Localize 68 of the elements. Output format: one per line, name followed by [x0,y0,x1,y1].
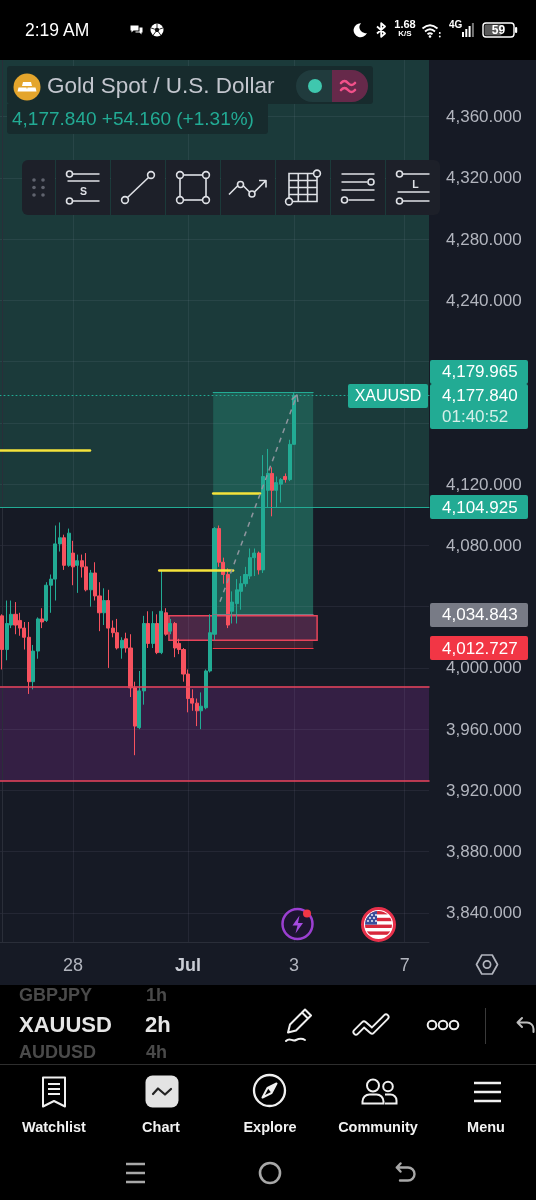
candlestick [164,607,168,637]
candlestick [13,601,18,635]
annotation: S [79,185,88,197]
annotation: XAUUSD [348,383,428,408]
candlestick [146,610,150,649]
text: 4,034.843 [442,604,519,626]
candlestick [155,613,159,655]
ref-line-label: 4,177.840 [442,385,519,407]
y-tick-label: 3,840.000 [446,903,522,923]
text: 01:40:52 [442,406,510,428]
text: 4G [449,19,463,30]
text: Watchlist [21,1118,87,1136]
candlestick [283,472,287,484]
text: 2:19 AM [25,20,90,40]
x-tick-label: Jul [174,955,201,975]
candlestick [5,600,9,661]
candlestick [62,534,66,571]
annotation: L [412,178,420,190]
candlestick [89,569,93,608]
candlestick [75,554,79,594]
candlestick [0,613,4,670]
text: Community [337,1118,419,1136]
x-tick-label: 28 [62,955,83,975]
candlestick [71,540,75,586]
horizontal-rules-icon: S [56,160,110,215]
x-tick-label: 7 [399,955,410,975]
text: Gold Spot / U.S. Dollar [47,73,275,99]
battery-icon: 59 [482,22,518,38]
candlestick [120,636,124,660]
text: XAUUSD [19,1012,112,1037]
text: K/S [397,29,413,38]
candlestick [257,551,261,575]
y-tick-label: 4,280.000 [446,229,522,249]
candlestick [270,466,274,517]
y-tick-label: 4,360.000 [446,107,522,127]
text: 4,012.727 [442,637,519,659]
text: 1h [146,985,168,1005]
y-tick-label: 4,000.000 [446,658,522,678]
candlestick [115,618,119,651]
text: AUDUSD [19,1042,97,1062]
candlestick [252,547,256,577]
y-tick-label: 4,120.000 [446,474,522,494]
candlestick [168,618,172,635]
text: 4,177.840 +54.160 (+1.31%) [12,108,254,130]
candlestick [151,610,155,649]
x-tick-label: 3 [289,955,300,975]
y-tick-label: 4,320.000 [446,168,522,188]
text: Chart [141,1118,181,1136]
candlestick [159,569,163,655]
candlestick [40,607,44,629]
text: Explore [242,1118,298,1136]
candlestick [67,528,71,568]
y-tick-label: 3,880.000 [446,842,522,862]
text: 4h [146,1042,168,1062]
text: 2h [145,1012,171,1037]
candlestick [84,552,88,592]
text: Menu [466,1118,506,1136]
candlestick [173,621,177,658]
text: GBPJPY [19,985,93,1005]
y-tick-label: 4,240.000 [446,290,522,310]
y-tick-label: 3,960.000 [446,719,522,739]
y-tick-label: 4,080.000 [446,535,522,555]
text: 1.68 [393,18,417,30]
candlestick [102,587,106,626]
ref-line-label: 4,104.925 [442,496,519,518]
y-tick-label: 3,920.000 [446,780,522,800]
horizontal-rules-icon: L [386,160,440,215]
text: 4,179.965 [442,361,519,383]
